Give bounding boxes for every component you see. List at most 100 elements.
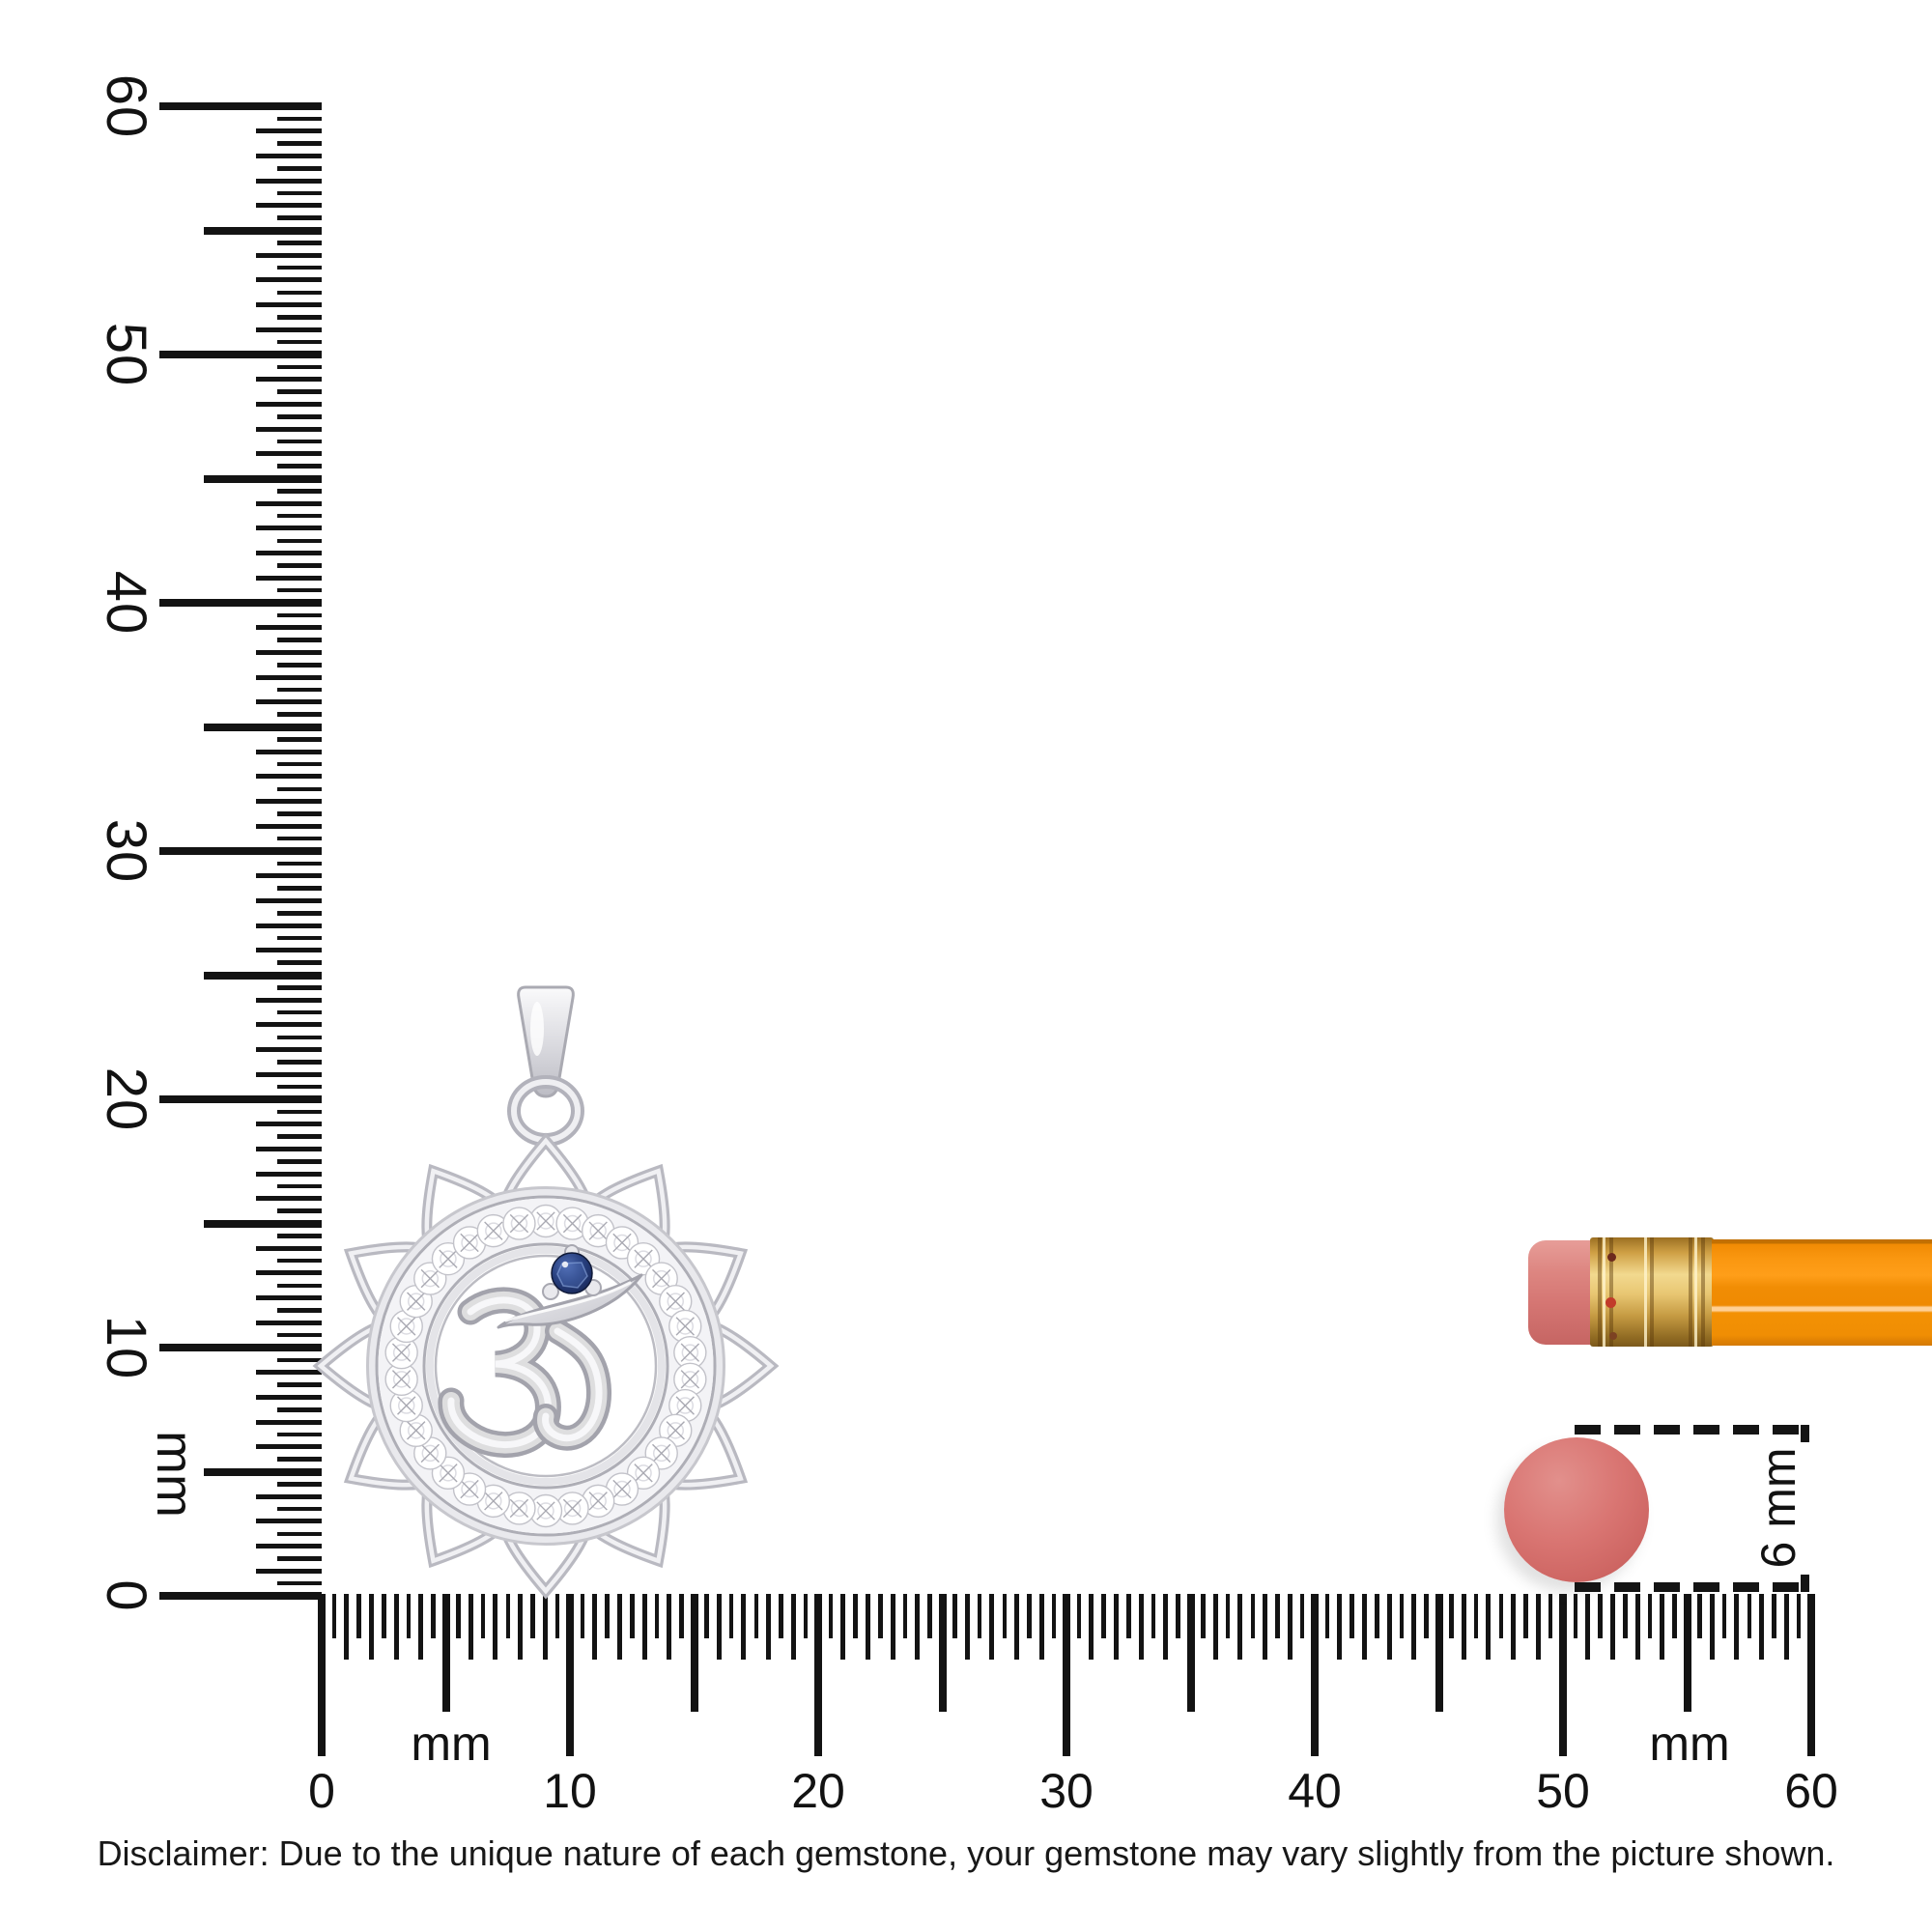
ruler-tick	[1361, 1594, 1367, 1660]
ruler-tick	[1461, 1594, 1466, 1660]
ruler-tick	[256, 178, 322, 184]
ruler-tick	[927, 1594, 932, 1638]
ruler-tick	[256, 327, 322, 332]
ruler-tick	[277, 1308, 322, 1313]
ruler-tick	[277, 638, 322, 642]
ruler-tick	[964, 1594, 970, 1660]
ruler-tick	[890, 1594, 895, 1660]
ruler-tick	[256, 1544, 322, 1549]
ruler-tick	[480, 1594, 486, 1638]
ruler-tick	[256, 923, 322, 928]
ruler-tick	[1772, 1594, 1776, 1638]
ruler-tick	[204, 474, 322, 483]
ruler-tick	[256, 1493, 322, 1499]
ruler-tick	[1027, 1594, 1032, 1638]
ruler-tick	[277, 290, 322, 295]
ruler-tick	[1647, 1594, 1653, 1638]
ruler-tick	[159, 351, 322, 358]
callout-end-tick-top	[1801, 1425, 1809, 1442]
ruler-tick	[679, 1594, 684, 1638]
horizontal-ruler-unit-label-left: mm	[411, 1717, 492, 1771]
ruler-tick	[1548, 1594, 1553, 1638]
ruler-tick	[277, 315, 322, 320]
ruler-tick	[277, 911, 322, 916]
ruler-tick	[1014, 1594, 1020, 1660]
ruler-tick	[256, 1071, 322, 1077]
ruler-tick	[1263, 1594, 1268, 1660]
ruler-label: 0	[95, 1579, 158, 1612]
ruler-tick	[1076, 1594, 1082, 1638]
ruler-tick	[256, 1047, 322, 1053]
ruler-label: 10	[95, 1315, 158, 1380]
ruler-tick	[256, 575, 322, 581]
ruler-tick	[277, 489, 322, 494]
ruler-tick	[277, 985, 322, 990]
ruler-tick	[915, 1594, 921, 1660]
callout-dash-top	[1575, 1425, 1810, 1435]
ruler-tick	[406, 1594, 412, 1638]
ruler-tick	[277, 389, 322, 394]
ruler-tick	[840, 1594, 846, 1660]
ruler-tick	[256, 451, 322, 457]
ruler-tick	[580, 1594, 585, 1638]
ruler-tick	[159, 599, 322, 607]
ruler-tick	[566, 1594, 574, 1756]
ruler-tick	[256, 526, 322, 531]
ruler-tick	[277, 339, 322, 345]
ruler-tick	[277, 1531, 322, 1536]
ruler-label: 10	[543, 1764, 597, 1818]
ruler-tick	[277, 1009, 322, 1015]
ruler-tick	[1163, 1594, 1169, 1660]
ruler-tick	[256, 1568, 322, 1574]
ruler-tick	[1559, 1594, 1567, 1756]
ruler-tick	[318, 1594, 326, 1756]
ruler-tick	[554, 1594, 560, 1638]
ruler-tick	[728, 1594, 734, 1638]
ruler-tick	[256, 799, 322, 805]
ruler-tick	[1672, 1594, 1677, 1638]
ruler-tick	[1747, 1594, 1751, 1638]
ruler-tick	[542, 1594, 548, 1660]
ruler-tick	[1350, 1594, 1354, 1638]
ruler-tick	[277, 563, 322, 568]
ruler-tick	[344, 1594, 350, 1660]
ruler-tick	[853, 1594, 858, 1638]
pave-diamond	[659, 1284, 693, 1319]
ruler-tick	[1126, 1594, 1131, 1638]
pave-diamond	[399, 1413, 433, 1448]
ruler-tick	[256, 625, 322, 631]
ruler-tick	[256, 128, 322, 134]
ruler-tick	[256, 1295, 322, 1301]
ruler-tick	[204, 971, 322, 980]
ruler-tick	[277, 1482, 322, 1487]
ruler-tick	[256, 948, 322, 953]
om-symbol	[438, 1273, 643, 1458]
ruler-label: 30	[95, 818, 158, 884]
ruler-tick	[256, 823, 322, 829]
ruler-tick	[256, 153, 322, 158]
ruler-tick	[256, 1171, 322, 1177]
ruler-tick	[277, 836, 322, 841]
ruler-tick	[277, 1357, 322, 1363]
ruler-tick	[277, 1506, 322, 1512]
vertical-ruler-unit-label: mm	[146, 1431, 204, 1518]
ruler-tick	[256, 699, 322, 705]
pencil-body	[1712, 1239, 1932, 1346]
ruler-tick	[1759, 1594, 1765, 1660]
ruler-tick	[159, 1344, 322, 1351]
ruler-tick	[204, 226, 322, 235]
ruler-tick	[1721, 1594, 1727, 1638]
ruler-tick	[790, 1594, 796, 1660]
ruler-tick	[393, 1594, 399, 1660]
ruler-tick	[1101, 1594, 1106, 1638]
ruler-tick	[159, 847, 322, 855]
ruler-tick	[277, 464, 322, 469]
ruler-tick	[1424, 1594, 1429, 1638]
ruler-tick	[1250, 1594, 1255, 1638]
ruler-tick	[1473, 1594, 1479, 1638]
ruler-tick	[277, 1457, 322, 1462]
ruler-tick	[368, 1594, 374, 1660]
horizontal-ruler-unit-label-right: mm	[1649, 1717, 1730, 1771]
ruler-tick	[753, 1594, 758, 1638]
